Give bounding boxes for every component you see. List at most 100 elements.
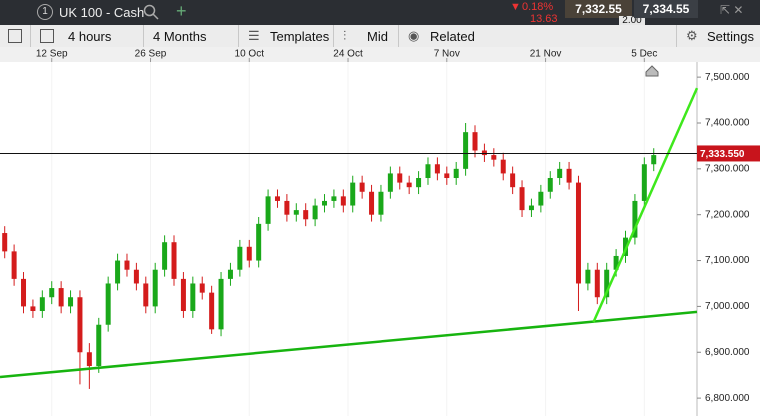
sell-price[interactable]: 7,332.55 <box>565 0 632 18</box>
current-price-box <box>697 145 760 162</box>
candle-body <box>58 288 64 307</box>
candle-body <box>77 297 83 353</box>
interval[interactable]: 4 hours <box>68 29 112 44</box>
candle-body <box>557 168 563 179</box>
range[interactable]: 4 Months <box>153 29 207 44</box>
instrument-number[interactable]: 1 <box>37 4 53 20</box>
price-type[interactable]: Mid <box>367 29 388 44</box>
y-tick-label: 7,400.000 <box>705 118 750 129</box>
x-tick-label: 26 Sep <box>135 49 167 60</box>
candle-body <box>227 269 233 279</box>
candle-body <box>105 283 111 325</box>
candle-body <box>604 269 610 298</box>
y-tick-label: 7,100.000 <box>705 255 750 266</box>
candle-body <box>68 297 74 307</box>
candle-body <box>322 200 328 206</box>
candle-body <box>463 132 469 169</box>
templates-icon: ☰ <box>248 28 260 43</box>
settings-icon: ⚙ <box>686 28 698 43</box>
x-tick-label: 10 Oct <box>235 49 265 60</box>
menu-icon[interactable] <box>8 29 22 43</box>
y-tick-label: 7,200.000 <box>705 209 750 220</box>
x-tick-label: 21 Nov <box>530 49 562 60</box>
candle-body <box>2 233 8 252</box>
instrument-name[interactable]: UK 100 - Cash <box>59 5 145 20</box>
window-controls[interactable]: ⇱ ✕ <box>720 3 744 17</box>
candle-body <box>575 182 581 284</box>
price-type-icon: ⫶ <box>343 28 347 43</box>
candle-body <box>359 182 365 192</box>
add-tab[interactable]: + <box>176 1 187 21</box>
candle-body <box>96 324 102 367</box>
related[interactable]: Related <box>430 29 475 44</box>
candle-body <box>331 196 337 201</box>
candle-body <box>369 191 375 215</box>
candle-body <box>444 173 450 179</box>
candle-body <box>566 168 572 183</box>
candle-body <box>632 200 638 238</box>
candle-body <box>162 242 168 270</box>
candle-body <box>651 155 657 165</box>
candle-body <box>209 292 215 330</box>
candle-body <box>152 269 158 307</box>
y-tick-label: 6,900.000 <box>705 347 750 358</box>
candle-body <box>519 187 525 211</box>
candle-body <box>397 173 403 183</box>
trend-line <box>0 310 698 379</box>
candle-body <box>133 269 139 284</box>
candle-body <box>416 178 422 188</box>
scroll-marker[interactable] <box>645 65 659 77</box>
candle-body <box>425 164 431 179</box>
buy-price[interactable]: 7,334.55 <box>634 0 698 18</box>
change-percent: 0.18% <box>522 1 554 13</box>
candle-body <box>11 251 17 279</box>
candle-body <box>434 164 440 174</box>
instrument-bar: 1 UK 100 - Cash + ▼ 0.18% 13.63 7,332.55… <box>0 0 760 26</box>
candle-body <box>180 278 186 311</box>
x-tick-label: 12 Sep <box>36 49 68 60</box>
candle-body <box>406 182 412 188</box>
candle-body <box>21 278 27 307</box>
candle-body <box>481 150 487 156</box>
candle-body <box>237 246 243 270</box>
price-chart: 12 Sep 26 Sep 10 Oct 24 Oct 7 Nov 21 Nov 5 Dec… <box>0 47 760 416</box>
candle-body <box>49 288 55 298</box>
candle-body <box>86 352 92 367</box>
x-tick-label: 7 Nov <box>434 49 460 60</box>
candle-body <box>547 178 553 192</box>
candle-body <box>491 155 497 160</box>
related-icon: ◉ <box>408 28 420 43</box>
candle-body <box>143 283 149 307</box>
change-arrow: ▼ <box>510 1 521 13</box>
candle-body <box>284 200 290 215</box>
candle-body <box>538 191 544 206</box>
candle-body <box>256 223 262 261</box>
candle-body <box>39 297 45 311</box>
candle-body <box>387 173 393 192</box>
y-tick-label: 7,000.000 <box>705 301 750 312</box>
candle-body <box>472 132 478 151</box>
candle-body <box>641 164 647 201</box>
candle-body <box>199 283 205 293</box>
candle-body <box>30 306 36 311</box>
y-tick-label: 7,500.000 <box>705 72 750 83</box>
trend-line <box>592 87 699 323</box>
templates[interactable]: Templates <box>270 29 330 44</box>
y-tick-label: 6,800.000 <box>705 393 750 404</box>
settings[interactable]: Settings <box>707 29 754 44</box>
layout-icon[interactable] <box>40 29 54 43</box>
spread: 2.00 <box>619 16 645 26</box>
candle-body <box>312 205 318 220</box>
search-icon[interactable] <box>143 4 159 20</box>
x-tick-label: 24 Oct <box>333 49 363 60</box>
candle-body <box>340 196 346 206</box>
candle-body <box>124 260 130 270</box>
candle-body <box>613 255 619 270</box>
candle-body <box>115 260 121 284</box>
candle-body <box>594 269 600 298</box>
change-points: 13.63 <box>530 13 558 25</box>
candle-body <box>265 196 271 224</box>
candle-body <box>274 196 280 201</box>
candle-body <box>190 283 196 311</box>
